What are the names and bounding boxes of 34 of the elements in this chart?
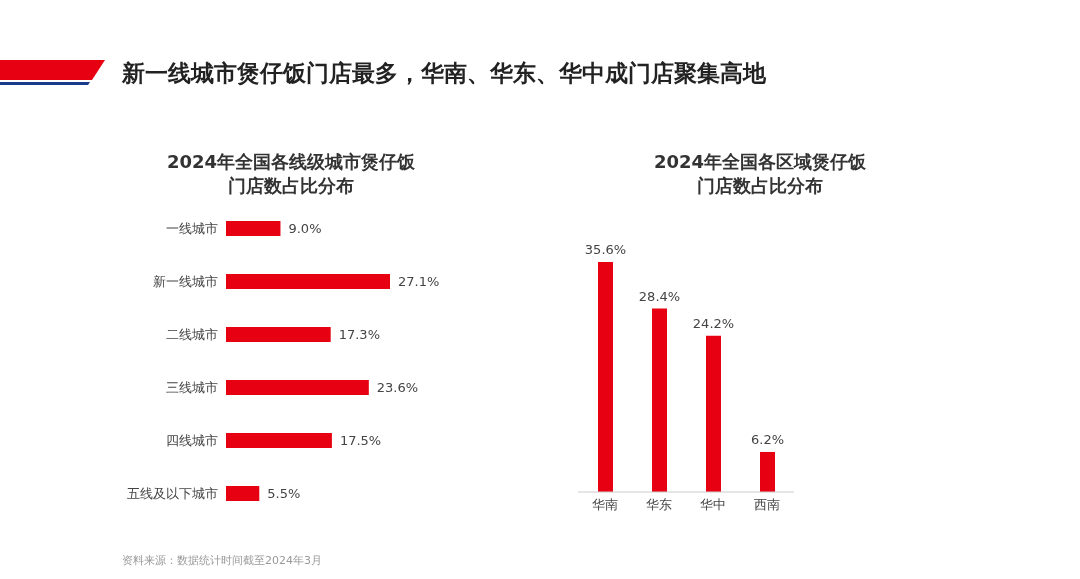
bar [226, 221, 281, 236]
data-label: 23.6% [376, 380, 419, 396]
bar [226, 486, 260, 501]
data-label: 27.1% [398, 274, 440, 290]
bar [652, 308, 667, 492]
x-tick-label: 华中 [700, 497, 726, 513]
data-label: 9.0% [288, 221, 322, 237]
data-label: 28.4% [638, 288, 681, 304]
data-label: 6.2% [750, 431, 785, 447]
data-label: 17.5% [339, 433, 382, 449]
data-label: 5.5% [267, 486, 301, 502]
data-label: 24.2% [692, 315, 735, 331]
y-tick-label: 二线城市 [166, 327, 218, 343]
x-tick-label: 西南 [754, 497, 780, 513]
data-label: 35.6% [584, 242, 627, 257]
y-tick-label: 四线城市 [166, 433, 218, 449]
y-tick-label: 新一线城市 [153, 274, 218, 290]
x-tick-label: 华东 [646, 497, 672, 513]
bar [226, 380, 369, 395]
bar [226, 327, 331, 342]
bar [226, 433, 332, 448]
bar [226, 274, 390, 289]
data-label: 17.3% [338, 327, 381, 343]
text: 新一线城市煲仔饭门店最多，华南、华东、华中成门店聚集高地 [122, 59, 766, 88]
y-tick-label: 一线城市 [166, 221, 218, 237]
bar [760, 451, 775, 492]
bar [598, 262, 613, 492]
y-tick-label: 三线城市 [166, 380, 218, 396]
y-tick-label: 五线及以下城市 [127, 486, 218, 502]
text: 资料来源：数据统计时间截至2024年3月 [122, 553, 322, 568]
x-tick-label: 华南 [592, 497, 618, 513]
bar [706, 335, 721, 492]
chart-subtitle: 2024年全国各线级城市煲仔饭门店数占比分布 [166, 150, 416, 198]
chart-title: 2024年全国各区域煲仔饭门店数占比分布 [652, 150, 868, 198]
